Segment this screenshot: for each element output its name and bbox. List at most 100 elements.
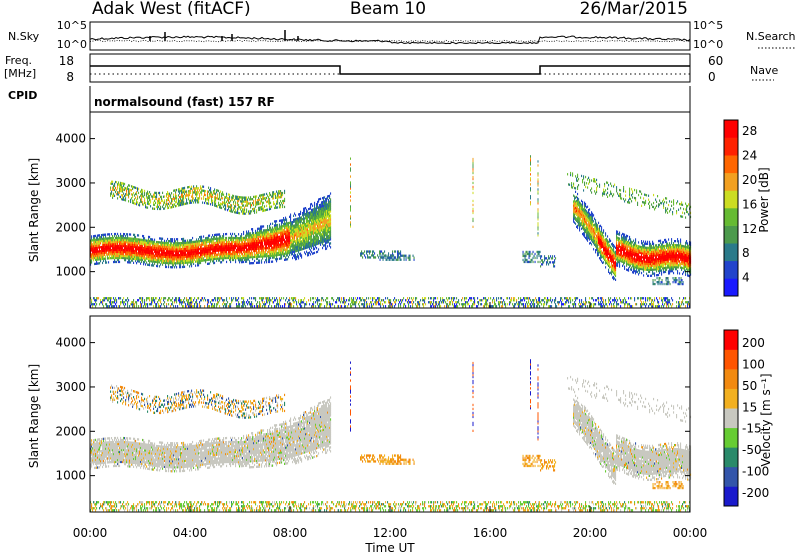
data-cell [363, 303, 365, 306]
data-cell [123, 184, 125, 187]
data-cell [228, 240, 230, 244]
data-cell [116, 250, 118, 254]
data-cell [196, 301, 198, 304]
data-cell [280, 257, 282, 260]
data-cell [285, 234, 287, 237]
data-cell [172, 254, 174, 257]
data-cell [124, 305, 126, 308]
data-cell [293, 230, 295, 233]
data-cell [285, 244, 287, 247]
data-cell [138, 299, 140, 302]
data-cell [132, 199, 134, 202]
data-cell [141, 246, 143, 249]
data-cell [245, 236, 247, 239]
data-cell [239, 241, 241, 244]
data-cell [119, 187, 121, 190]
data-cell [183, 245, 185, 249]
data-cell [207, 301, 209, 304]
data-cell [140, 194, 142, 197]
data-cell [282, 227, 284, 230]
data-cell [96, 238, 98, 241]
data-cell [283, 248, 285, 252]
data-cell [110, 245, 112, 248]
data-cell [304, 251, 306, 254]
data-cell [309, 235, 311, 238]
data-cell [251, 250, 253, 253]
data-cell [225, 303, 227, 306]
data-cell [298, 231, 300, 234]
data-cell [321, 207, 323, 210]
data-cell [372, 297, 374, 300]
data-cell [190, 253, 192, 256]
data-cell [205, 259, 207, 262]
data-cell [214, 235, 216, 239]
data-cell [248, 230, 250, 233]
data-cell [356, 301, 358, 304]
data-cell [181, 255, 183, 259]
data-cell [160, 253, 162, 256]
data-cell [252, 208, 254, 211]
data-cell [246, 244, 248, 247]
data-cell [108, 243, 110, 246]
data-cell [150, 258, 152, 261]
nsky-label: N.Sky [8, 30, 40, 43]
data-cell [302, 224, 304, 227]
data-cell [90, 243, 92, 246]
data-cell [297, 231, 299, 234]
data-cell [221, 249, 223, 252]
data-cell [134, 186, 136, 189]
data-cell [139, 238, 141, 241]
data-cell [91, 303, 93, 306]
data-cell [279, 253, 281, 256]
data-cell [251, 198, 253, 201]
data-cell [292, 244, 294, 248]
data-cell [206, 258, 208, 262]
data-cell [96, 258, 98, 261]
data-cell [135, 243, 137, 247]
data-cell [217, 239, 219, 242]
data-cell [326, 203, 328, 206]
data-cell [129, 259, 131, 262]
data-cell [228, 207, 230, 210]
data-cell [270, 299, 272, 302]
data-cell [199, 255, 201, 259]
data-cell [130, 243, 132, 246]
data-cell [196, 252, 198, 255]
data-cell [170, 240, 172, 243]
data-cell [221, 239, 223, 242]
data-cell [149, 257, 151, 261]
data-cell [155, 297, 157, 300]
data-cell [306, 226, 308, 229]
data-cell [163, 297, 165, 300]
data-cell [311, 208, 313, 212]
data-cell [244, 206, 246, 209]
data-cell [310, 239, 312, 242]
data-cell [227, 199, 229, 202]
data-cell [267, 227, 269, 230]
data-cell [217, 257, 219, 260]
data-cell [258, 239, 260, 242]
data-cell [209, 196, 211, 200]
data-cell [303, 243, 305, 246]
data-cell [310, 215, 312, 218]
data-cell [102, 301, 104, 304]
data-cell [252, 305, 254, 308]
data-cell [243, 250, 245, 254]
data-cell [118, 305, 120, 308]
data-cell [243, 196, 245, 199]
data-cell [330, 220, 332, 223]
data-cell [195, 246, 197, 249]
data-cell [289, 245, 291, 248]
data-cell [118, 236, 120, 240]
data-cell [276, 236, 278, 239]
data-cell [286, 254, 288, 257]
data-cell [119, 183, 121, 186]
data-cell [127, 297, 129, 300]
data-cell [212, 195, 214, 198]
data-cell [296, 257, 298, 261]
data-cell [302, 244, 304, 247]
data-cell [139, 248, 141, 251]
data-cell [284, 218, 286, 222]
data-cell [137, 201, 139, 204]
data-cell [287, 242, 289, 245]
